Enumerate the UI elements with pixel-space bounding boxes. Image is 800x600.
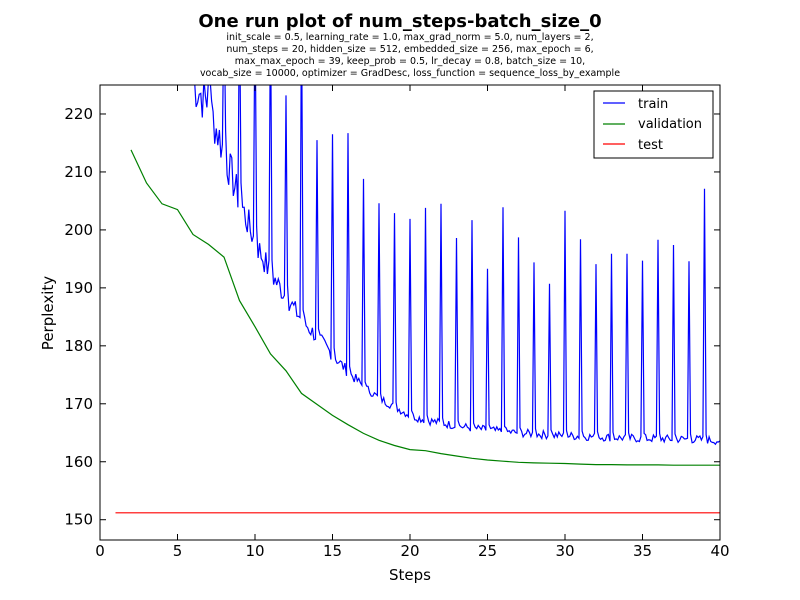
x-tick-label: 35 <box>633 542 652 560</box>
x-tick-label: 15 <box>323 542 342 560</box>
legend-label-validation: validation <box>638 117 702 132</box>
plot-frame <box>99 84 721 541</box>
x-tick-label: 25 <box>478 542 497 560</box>
chart-subtitle-line: vocab_size = 10000, optimizer = GradDesc… <box>200 68 620 79</box>
series-line-validation <box>130 149 720 466</box>
chart-subtitle-line: init_scale = 0.5, learning_rate = 1.0, m… <box>226 32 593 43</box>
legend: train validation test <box>593 90 714 159</box>
y-tick-label: 150 <box>64 511 93 529</box>
series-line-train <box>194 85 720 446</box>
x-axis-label: Steps <box>389 566 431 584</box>
x-tick-label: 30 <box>555 542 574 560</box>
y-tick-label: 190 <box>64 279 93 297</box>
ticks-layer: 0 5 10 15 20 25 30 35 40 150 160 170 180 190 200 210 220 <box>64 85 730 560</box>
x-tick-label: 0 <box>95 542 105 560</box>
x-tick-label: 10 <box>245 542 264 560</box>
legend-label-test: test <box>638 138 663 153</box>
y-tick-label: 220 <box>64 105 93 123</box>
series-layer <box>115 85 720 514</box>
chart-title: One run plot of num_steps-batch_size_0 <box>198 11 601 32</box>
y-tick-label: 210 <box>64 163 93 181</box>
y-tick-label: 170 <box>64 395 93 413</box>
legend-label-train: train <box>638 97 668 112</box>
x-tick-label: 40 <box>710 542 729 560</box>
y-tick-label: 180 <box>64 337 93 355</box>
chart-subtitle-line: num_steps = 20, hidden_size = 512, embed… <box>226 44 593 55</box>
chart-subtitle-line: max_max_epoch = 39, keep_prob = 0.5, lr_… <box>235 56 585 67</box>
y-tick-label: 160 <box>64 453 93 471</box>
y-axis-label: Perplexity <box>39 276 57 350</box>
x-tick-label: 20 <box>400 542 419 560</box>
x-tick-label: 5 <box>173 542 183 560</box>
y-tick-label: 200 <box>64 221 93 239</box>
